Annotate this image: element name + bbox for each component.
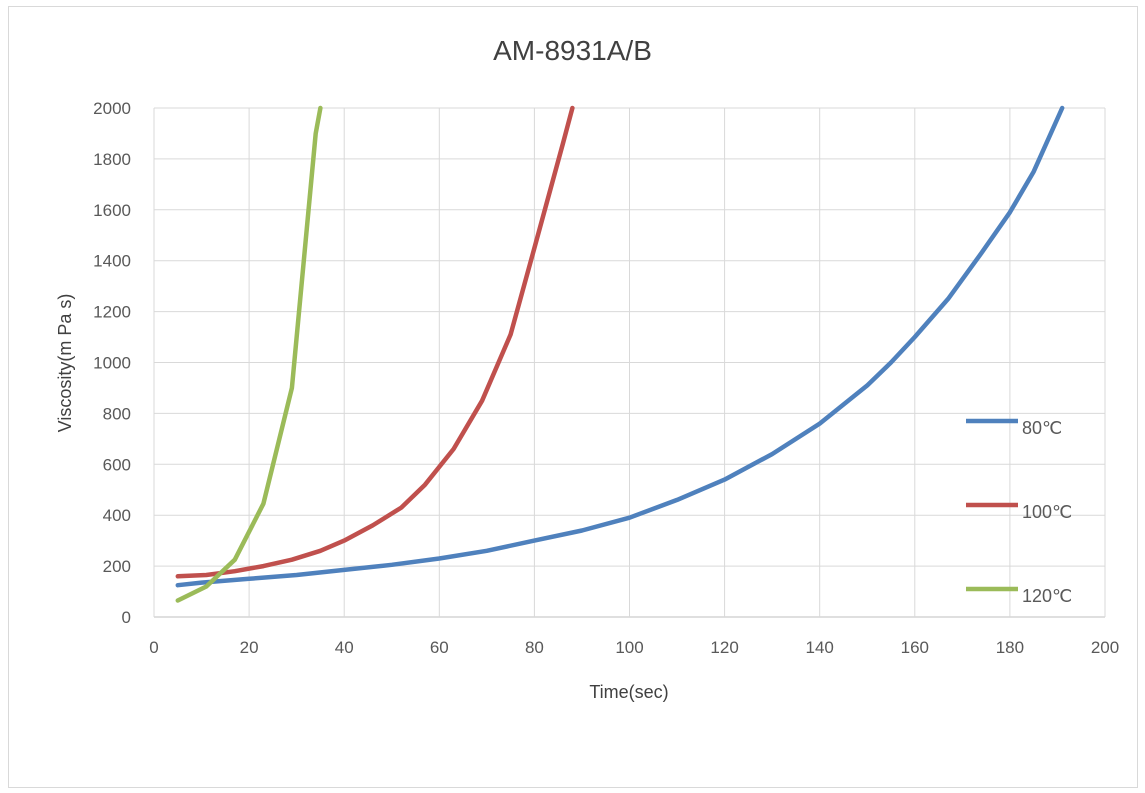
y-tick-label: 800 xyxy=(103,404,131,423)
y-axis-label: Viscosity(m Pa s) xyxy=(55,294,75,433)
series-line-1 xyxy=(175,105,1065,588)
y-tick-label: 1200 xyxy=(93,303,131,322)
x-tick-label: 160 xyxy=(901,638,929,657)
x-tick-label: 0 xyxy=(149,638,158,657)
x-axis-label: Time(sec) xyxy=(589,682,668,702)
x-tick-label: 200 xyxy=(1091,638,1119,657)
y-tick-label: 600 xyxy=(103,455,131,474)
y-tick-label: 2000 xyxy=(93,99,131,118)
x-tick-label: 140 xyxy=(806,638,834,657)
y-tick-label: 1400 xyxy=(93,252,131,271)
tick-labels: 0 200 400 600 800 1000 1200 1400 1600 1800 2000 0 20… xyxy=(93,99,1119,657)
legend-label-2: 100℃ xyxy=(1022,502,1072,522)
y-tick-label: 400 xyxy=(103,506,131,525)
y-tick-label: 1600 xyxy=(93,201,131,220)
chart-area xyxy=(8,6,1138,788)
x-tick-label: 60 xyxy=(430,638,449,657)
series-lines xyxy=(175,105,1065,603)
y-tick-label: 200 xyxy=(103,557,131,576)
series-line-2 xyxy=(175,105,575,579)
y-tick-label: 1800 xyxy=(93,150,131,169)
legend-label-1: 80℃ xyxy=(1022,418,1062,438)
x-tick-label: 40 xyxy=(335,638,354,657)
x-tick-label: 20 xyxy=(240,638,259,657)
x-tick-label: 80 xyxy=(525,638,544,657)
legend-label-3: 120℃ xyxy=(1022,586,1072,606)
x-tick-label: 120 xyxy=(710,638,738,657)
x-tick-label: 180 xyxy=(996,638,1024,657)
chart-title: AM-8931A/B xyxy=(493,35,652,66)
series-line-3 xyxy=(175,105,323,603)
y-tick-label: 0 xyxy=(122,608,131,627)
gridlines xyxy=(153,107,1106,618)
y-tick-label: 1000 xyxy=(93,354,131,373)
x-tick-label: 100 xyxy=(615,638,643,657)
legend: 80℃ 100℃ 120℃ xyxy=(966,418,1072,606)
